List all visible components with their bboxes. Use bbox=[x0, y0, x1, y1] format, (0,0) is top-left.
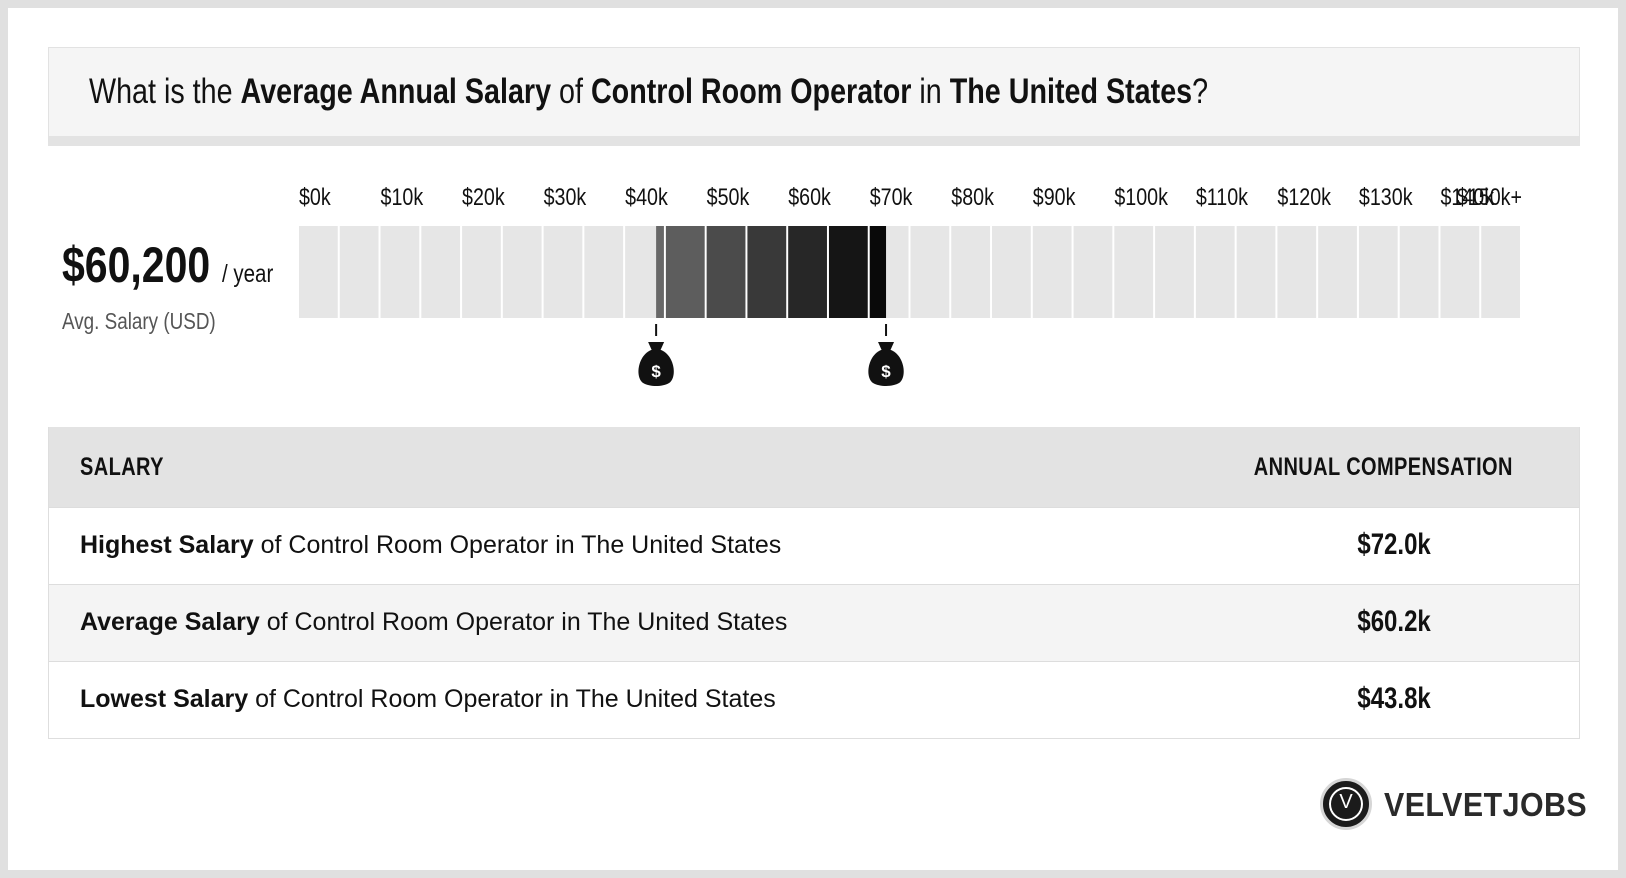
velvetjobs-logo: V VELVETJOBS bbox=[1320, 778, 1590, 834]
chart-cell bbox=[1277, 226, 1317, 318]
salary-range-segment bbox=[747, 226, 787, 318]
question-title: What is the Average Annual Salary of Con… bbox=[89, 72, 1208, 112]
chart-cell bbox=[584, 226, 624, 318]
logo-mark-letter: V bbox=[1339, 791, 1353, 813]
row-value: $72.0k bbox=[1357, 528, 1431, 561]
row-label-rest: of Control Room Operator in The United S… bbox=[248, 685, 776, 713]
chart-cell bbox=[1318, 226, 1357, 318]
header-salary: SALARY bbox=[80, 453, 164, 481]
row-value: $60.2k bbox=[1357, 605, 1431, 638]
question-header: What is the Average Annual Salary of Con… bbox=[48, 47, 1580, 146]
question-job: Control Room Operator bbox=[590, 72, 912, 111]
salary-range-segment bbox=[788, 226, 827, 318]
chart-cell bbox=[910, 226, 950, 318]
salary-range-segment bbox=[656, 226, 664, 318]
salary-range-segment bbox=[869, 226, 887, 318]
row-label-bold: Lowest Salary bbox=[80, 685, 249, 713]
chart-cell bbox=[299, 226, 338, 318]
x-tick-label: $10k bbox=[381, 183, 424, 210]
salary-range-segment bbox=[665, 226, 705, 318]
chart-cell bbox=[1195, 226, 1235, 318]
header-annual-compensation: ANNUAL COMPENSATION bbox=[1253, 453, 1513, 481]
chart-cell bbox=[1155, 226, 1194, 318]
chart-cell bbox=[1236, 226, 1276, 318]
question-location: The United States bbox=[949, 72, 1193, 111]
chart-cell bbox=[1399, 226, 1439, 318]
question-suffix: ? bbox=[1192, 72, 1209, 111]
salary-range-segment bbox=[828, 226, 868, 318]
row-label-bold: Average Salary bbox=[80, 608, 260, 636]
chart-cell bbox=[339, 226, 379, 318]
chart-cell bbox=[1358, 226, 1398, 318]
row-label-bold: Highest Salary bbox=[80, 531, 254, 559]
chart-cell bbox=[1073, 226, 1113, 318]
table-row-average: Average Salary of Control Room Operator … bbox=[49, 584, 1579, 661]
table-row-lowest: Lowest Salary of Control Room Operator i… bbox=[49, 661, 1579, 738]
x-tick-label: $130k bbox=[1359, 183, 1413, 210]
x-tick-label: $150k+ bbox=[1457, 183, 1522, 210]
average-salary-caption: Avg. Salary (USD) bbox=[62, 308, 216, 334]
x-tick-label: $60k bbox=[788, 183, 831, 210]
question-in: in bbox=[911, 72, 950, 111]
x-tick-label: $100k bbox=[1114, 183, 1168, 210]
salary-table: SALARY ANNUAL COMPENSATION Highest Salar… bbox=[48, 427, 1580, 739]
chart-cell bbox=[951, 226, 991, 318]
row-label-rest: of Control Room Operator in The United S… bbox=[253, 531, 782, 559]
row-label: Highest Salary of Control Room Operator … bbox=[80, 531, 781, 560]
money-bag-icon-low: $ bbox=[638, 324, 674, 386]
row-label: Average Salary of Control Room Operator … bbox=[80, 608, 787, 637]
average-salary-value: $60,200 bbox=[62, 237, 211, 293]
question-prefix: What is the bbox=[89, 72, 241, 111]
chart-cell bbox=[462, 226, 501, 318]
x-tick-label: $120k bbox=[1277, 183, 1331, 210]
chart-cell bbox=[1032, 226, 1072, 318]
question-of: of bbox=[551, 72, 591, 111]
marker-symbol: $ bbox=[651, 362, 661, 381]
chart-cell bbox=[421, 226, 461, 318]
salary-range-chart: $0k $10k $20k $30k $40k $50k $60k $70k $80k $90k $… bbox=[299, 183, 1522, 386]
salary-range-segment bbox=[706, 226, 746, 318]
chart-cell bbox=[543, 226, 583, 318]
x-tick-label: $30k bbox=[544, 183, 587, 210]
x-tick-label: $90k bbox=[1033, 183, 1076, 210]
money-bag-icon-high: $ bbox=[868, 324, 904, 386]
chart-cell bbox=[1481, 226, 1520, 318]
salary-card: What is the Average Annual Salary of Con… bbox=[8, 8, 1618, 870]
row-value: $43.8k bbox=[1357, 682, 1431, 715]
table-row-highest: Highest Salary of Control Room Operator … bbox=[49, 507, 1579, 584]
chart-cell bbox=[992, 226, 1031, 318]
average-salary-unit: / year bbox=[222, 260, 274, 288]
question-metric: Average Annual Salary bbox=[240, 72, 552, 111]
logo-wordmark: VELVETJOBS bbox=[1384, 786, 1588, 823]
x-tick-label: $0k bbox=[299, 183, 331, 210]
marker-symbol: $ bbox=[881, 362, 891, 381]
chart-cell bbox=[380, 226, 420, 318]
chart-cell bbox=[1114, 226, 1154, 318]
x-tick-label: $70k bbox=[870, 183, 913, 210]
table-header: SALARY ANNUAL COMPENSATION bbox=[49, 427, 1579, 507]
logo-mark-icon bbox=[1320, 778, 1372, 830]
row-label-rest: of Control Room Operator in The United S… bbox=[259, 608, 788, 636]
x-tick-label: $50k bbox=[707, 183, 750, 210]
x-tick-label: $110k bbox=[1196, 183, 1248, 210]
x-tick-label: $140k bbox=[1440, 183, 1494, 210]
x-tick-label: $40k bbox=[625, 183, 668, 210]
row-label: Lowest Salary of Control Room Operator i… bbox=[80, 685, 776, 714]
chart-cell bbox=[502, 226, 542, 318]
chart-cell bbox=[1440, 226, 1480, 318]
x-tick-label: $80k bbox=[951, 183, 994, 210]
x-tick-label: $20k bbox=[462, 183, 505, 210]
